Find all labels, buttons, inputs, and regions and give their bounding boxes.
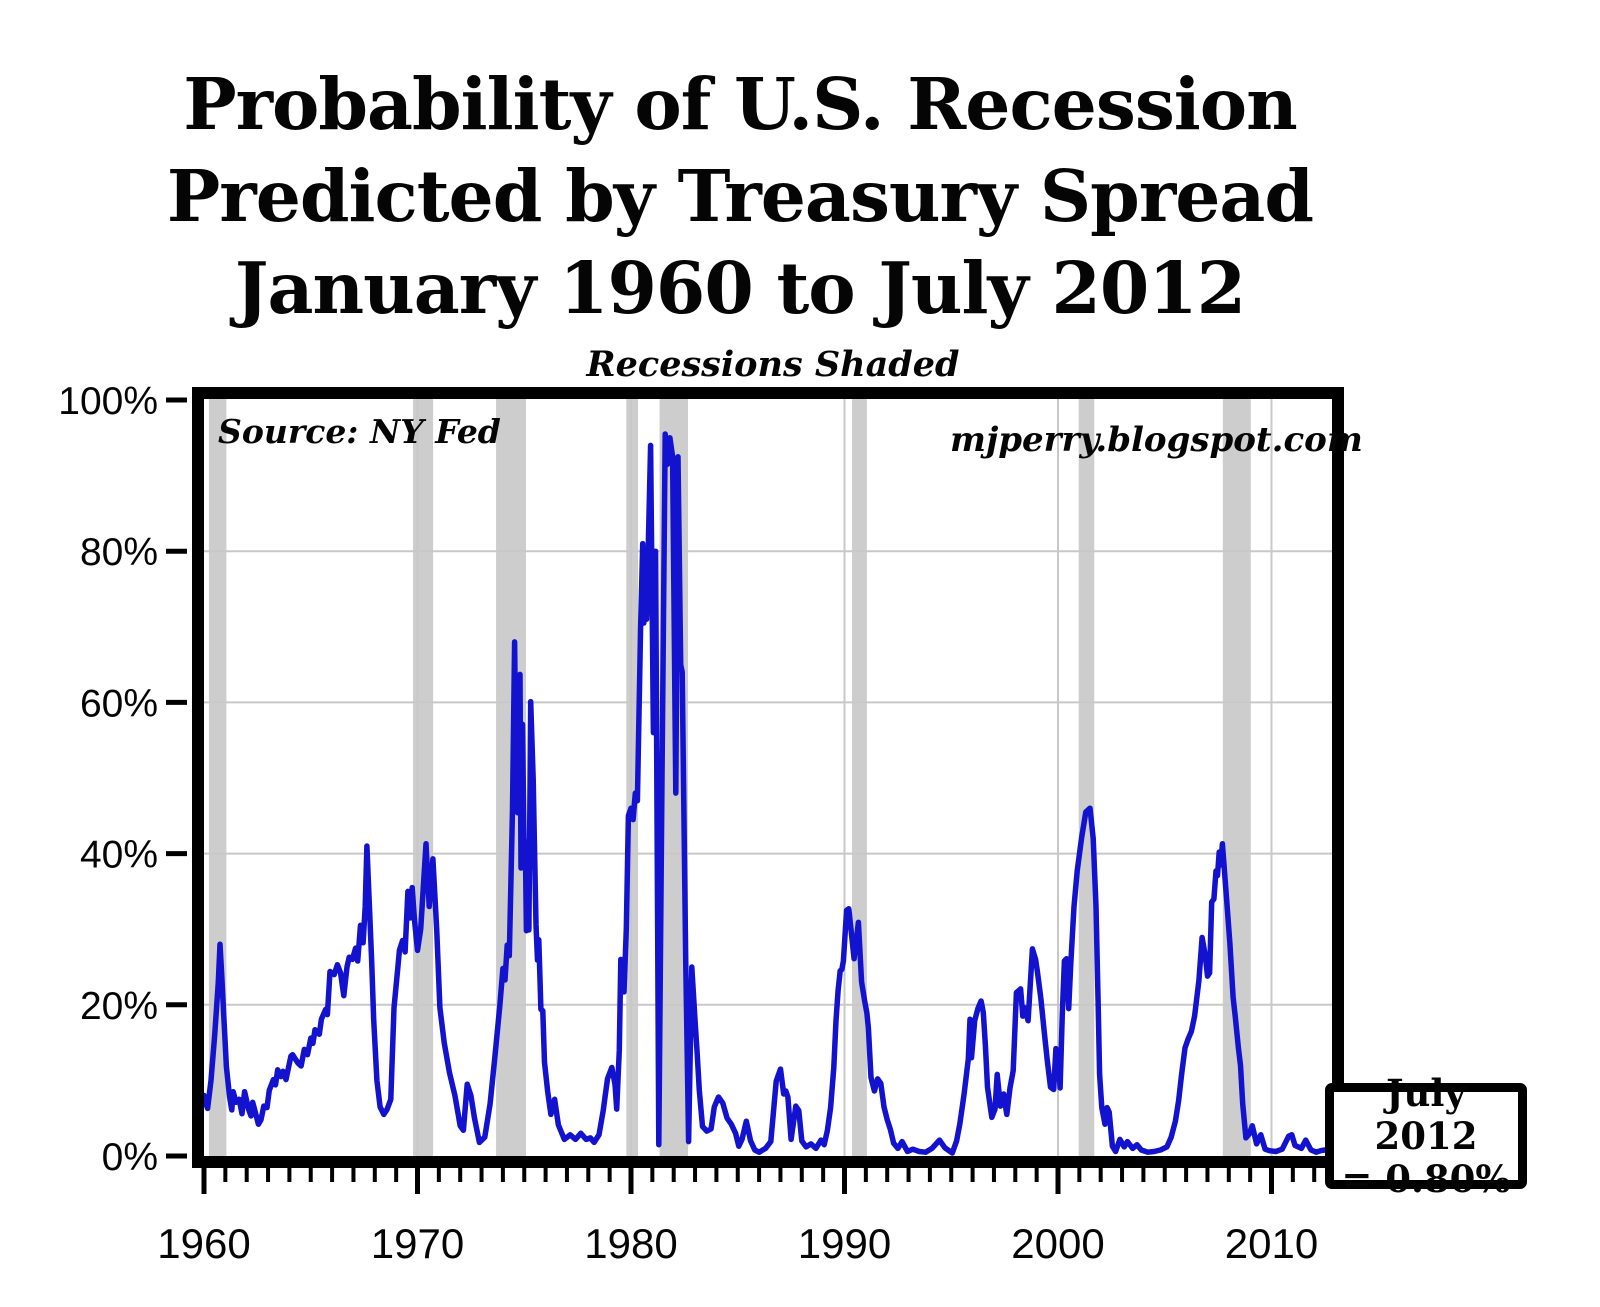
annotation-box-july-2012: July 2012 = 0.80%	[1325, 1071, 1527, 1200]
y-axis-tick-label: 80%	[80, 531, 158, 574]
recession-band	[851, 399, 867, 1156]
x-axis-tick-label: 2010	[1225, 1220, 1318, 1267]
source-note: Source: NY Fed	[218, 412, 501, 451]
chart-title-line-3: January 1960 to July 2012	[234, 246, 1246, 330]
byline-watermark: mjperry.blogspot.com	[950, 420, 1363, 460]
x-axis-tick-label: 1970	[371, 1220, 464, 1267]
annotation-line-1: July 2012	[1374, 1070, 1478, 1158]
chart-title: Probability of U.S. Recession Predicted …	[0, 58, 1480, 334]
plot-border	[192, 387, 1344, 1168]
probability-line	[201, 431, 1328, 1156]
chart-title-line-2: Predicted by Treasury Spread	[166, 154, 1314, 238]
recession-band	[626, 399, 639, 1156]
annotation-line-2: = 0.80%	[1341, 1156, 1511, 1201]
x-axis-tick-label: 2000	[1011, 1220, 1104, 1267]
x-axis-tick-label: 1960	[157, 1220, 250, 1267]
y-axis-tick-label: 0%	[102, 1136, 158, 1179]
x-axis-tick-label: 1980	[584, 1220, 677, 1267]
recession-band	[1078, 399, 1095, 1156]
y-axis-tick-label: 40%	[80, 834, 158, 877]
y-axis-tick-label: 60%	[80, 682, 158, 725]
recession-band	[413, 399, 434, 1156]
y-axis-tick-label: 100%	[58, 380, 158, 423]
x-axis-tick-label: 1990	[798, 1220, 891, 1267]
chart-subtitle: Recessions Shaded	[586, 344, 960, 385]
y-axis-tick-label: 20%	[80, 985, 158, 1028]
chart-title-line-1: Probability of U.S. Recession	[183, 62, 1298, 146]
